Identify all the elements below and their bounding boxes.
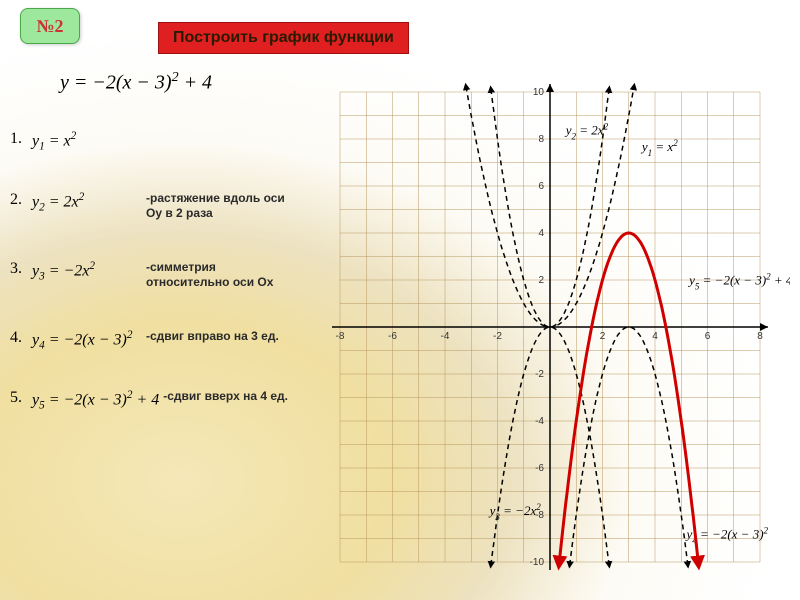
svg-text:4: 4 [652, 331, 658, 342]
page-title: Построить график функции [158, 22, 409, 54]
svg-text:-4: -4 [535, 416, 544, 427]
svg-text:6: 6 [538, 181, 544, 192]
step-number: 5. [10, 389, 32, 407]
svg-text:10: 10 [533, 87, 545, 98]
step-number: 3. [10, 260, 32, 278]
svg-text:y5 = −2(x − 3)2 + 4: y5 = −2(x − 3)2 + 4 [687, 272, 790, 292]
step-note: -сдвиг вверх на 4 ед. [163, 389, 288, 405]
svg-text:8: 8 [757, 331, 763, 342]
main-equation: y = −2(x − 3)2 + 4 [60, 70, 212, 95]
svg-text:-6: -6 [535, 463, 544, 474]
svg-text:-10: -10 [530, 557, 545, 568]
svg-text:-2: -2 [535, 369, 544, 380]
svg-text:6: 6 [705, 331, 711, 342]
step-row: 2. y2 = 2x2 -растяжение вдоль оси Oy в 2… [10, 191, 300, 222]
svg-text:2: 2 [600, 331, 606, 342]
svg-text:-2: -2 [493, 331, 502, 342]
svg-text:y3 = −2x2: y3 = −2x2 [488, 502, 542, 522]
step-row: 5. y5 = −2(x − 3)2 + 4 -сдвиг вверх на 4… [10, 389, 300, 412]
svg-text:-6: -6 [388, 331, 397, 342]
step-row: 3. y3 = −2x2 -симметрия относительно оси… [10, 260, 300, 291]
step-equation: y2 = 2x2 [32, 191, 142, 214]
step-row: 1. y1 = x2 [10, 130, 300, 153]
step-equation: y1 = x2 [32, 130, 142, 153]
step-note: -растяжение вдоль оси Oy в 2 раза [146, 191, 286, 222]
problem-number-badge: №2 [20, 8, 80, 44]
step-number: 4. [10, 329, 32, 347]
step-equation: y5 = −2(x − 3)2 + 4 [32, 389, 159, 412]
svg-text:-4: -4 [441, 331, 450, 342]
svg-text:2: 2 [538, 275, 544, 286]
step-note: -сдвиг вправо на 3 ед. [146, 329, 279, 345]
svg-text:8: 8 [538, 134, 544, 145]
svg-text:-8: -8 [336, 331, 345, 342]
step-equation: y4 = −2(x − 3)2 [32, 329, 142, 352]
function-chart: -8-6-4-22468-10-8-6-4-2246810y1 = x2y2 =… [310, 62, 790, 592]
step-equation: y3 = −2x2 [32, 260, 142, 283]
step-row: 4. y4 = −2(x − 3)2 -сдвиг вправо на 3 ед… [10, 329, 300, 352]
step-number: 1. [10, 130, 32, 148]
svg-text:4: 4 [538, 228, 544, 239]
step-note: -симметрия относительно оси Ox [146, 260, 286, 291]
svg-text:y1 = x2: y1 = x2 [640, 138, 678, 158]
steps-list: 1. y1 = x2 2. y2 = 2x2 -растяжение вдоль… [10, 130, 300, 450]
step-number: 2. [10, 191, 32, 209]
